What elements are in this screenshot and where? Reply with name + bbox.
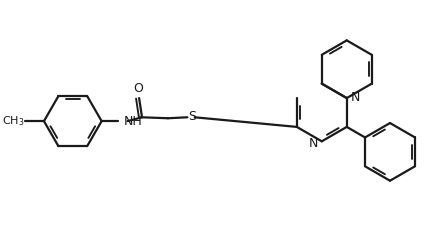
Text: N: N [308, 137, 318, 150]
Text: NH: NH [123, 115, 142, 128]
Text: CH$_3$: CH$_3$ [2, 114, 25, 128]
Text: S: S [188, 110, 196, 123]
Text: N: N [351, 91, 360, 104]
Text: O: O [133, 82, 143, 95]
